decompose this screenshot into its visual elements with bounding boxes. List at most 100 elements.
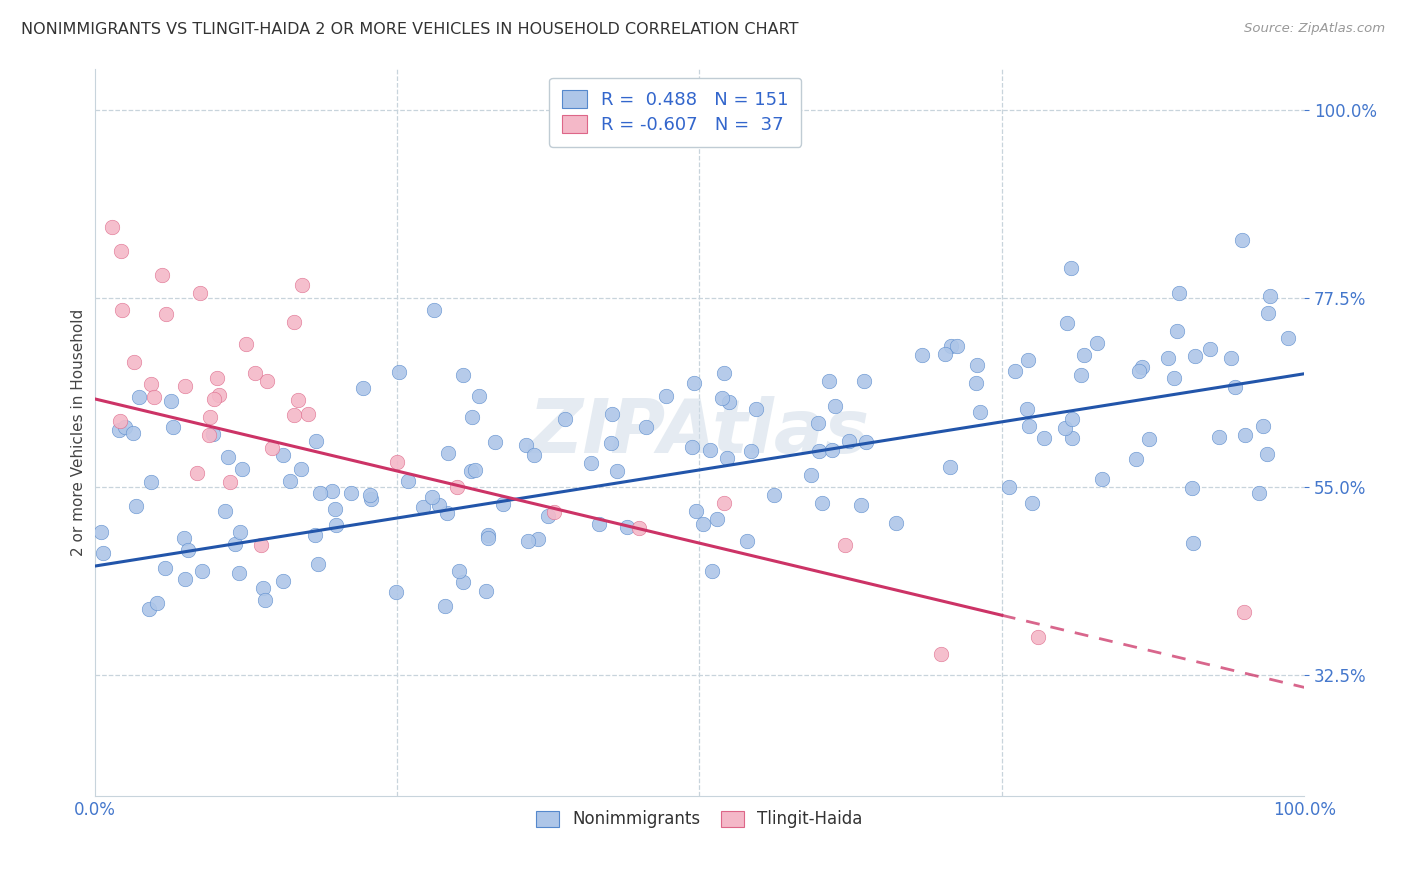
Point — [207, 370, 229, 384]
Point — [636, 420, 658, 434]
Point — [143, 390, 166, 404]
Point — [217, 450, 239, 464]
Point — [1181, 481, 1204, 495]
Point — [1220, 351, 1243, 365]
Point — [447, 565, 470, 579]
Point — [460, 410, 482, 425]
Point — [1085, 335, 1108, 350]
Point — [186, 467, 208, 481]
Point — [125, 499, 148, 513]
Point — [692, 516, 714, 531]
Point — [484, 435, 506, 450]
Point — [855, 435, 877, 450]
Point — [160, 394, 183, 409]
Point — [150, 268, 173, 283]
Point — [468, 389, 491, 403]
Point — [290, 462, 312, 476]
Point — [1257, 306, 1279, 320]
Point — [101, 219, 124, 234]
Point — [162, 420, 184, 434]
Point — [254, 592, 277, 607]
Point — [517, 534, 540, 549]
Point — [325, 518, 347, 533]
Point — [699, 443, 721, 458]
Point — [1017, 402, 1039, 417]
Point — [800, 467, 823, 482]
Point — [1208, 430, 1230, 444]
Point — [655, 389, 678, 403]
Point — [1090, 473, 1112, 487]
Point — [128, 390, 150, 404]
Point — [202, 392, 225, 407]
Point — [1233, 427, 1256, 442]
Point — [434, 599, 457, 614]
Point — [600, 408, 623, 422]
Point — [1182, 536, 1205, 550]
Point — [554, 412, 576, 426]
Point — [309, 486, 332, 500]
Point — [1033, 431, 1056, 445]
Point — [252, 581, 274, 595]
Point — [173, 572, 195, 586]
Point — [174, 379, 197, 393]
Point — [824, 399, 846, 413]
Point — [110, 244, 132, 258]
Point — [153, 561, 176, 575]
Point — [340, 486, 363, 500]
Point — [1021, 496, 1043, 510]
Point — [1017, 353, 1039, 368]
Point — [190, 564, 212, 578]
Point — [188, 285, 211, 300]
Y-axis label: 2 or more Vehicles in Household: 2 or more Vehicles in Household — [72, 309, 86, 556]
Point — [304, 527, 326, 541]
Point — [271, 448, 294, 462]
Point — [305, 434, 328, 449]
Point — [762, 488, 785, 502]
Text: ZIPAtlas: ZIPAtlas — [529, 396, 870, 469]
Point — [1026, 630, 1049, 644]
Point — [256, 374, 278, 388]
Point — [412, 500, 434, 514]
Point — [1073, 347, 1095, 361]
Point — [385, 585, 408, 599]
Point — [1232, 233, 1254, 247]
Point — [427, 498, 450, 512]
Point — [853, 374, 876, 388]
Point — [423, 303, 446, 318]
Point — [818, 374, 841, 388]
Point — [492, 497, 515, 511]
Point — [1184, 350, 1206, 364]
Point — [283, 315, 305, 329]
Point — [1163, 371, 1185, 385]
Point — [938, 459, 960, 474]
Point — [477, 528, 499, 542]
Point — [931, 647, 953, 661]
Point — [1258, 289, 1281, 303]
Point — [911, 348, 934, 362]
Point — [579, 456, 602, 470]
Point — [474, 583, 496, 598]
Point — [1062, 412, 1084, 426]
Point — [436, 506, 458, 520]
Point — [834, 538, 856, 552]
Point — [245, 366, 267, 380]
Point — [321, 483, 343, 498]
Point — [235, 337, 257, 351]
Point — [139, 475, 162, 490]
Point — [810, 496, 832, 510]
Point — [110, 414, 132, 428]
Point — [1247, 485, 1270, 500]
Point — [420, 490, 443, 504]
Point — [297, 408, 319, 422]
Point — [155, 307, 177, 321]
Point — [198, 409, 221, 424]
Point — [464, 463, 486, 477]
Point — [616, 520, 638, 534]
Point — [821, 443, 844, 458]
Point — [1128, 364, 1150, 378]
Point — [600, 435, 623, 450]
Point — [515, 438, 537, 452]
Point — [1157, 351, 1180, 365]
Point — [228, 524, 250, 539]
Point — [745, 401, 768, 416]
